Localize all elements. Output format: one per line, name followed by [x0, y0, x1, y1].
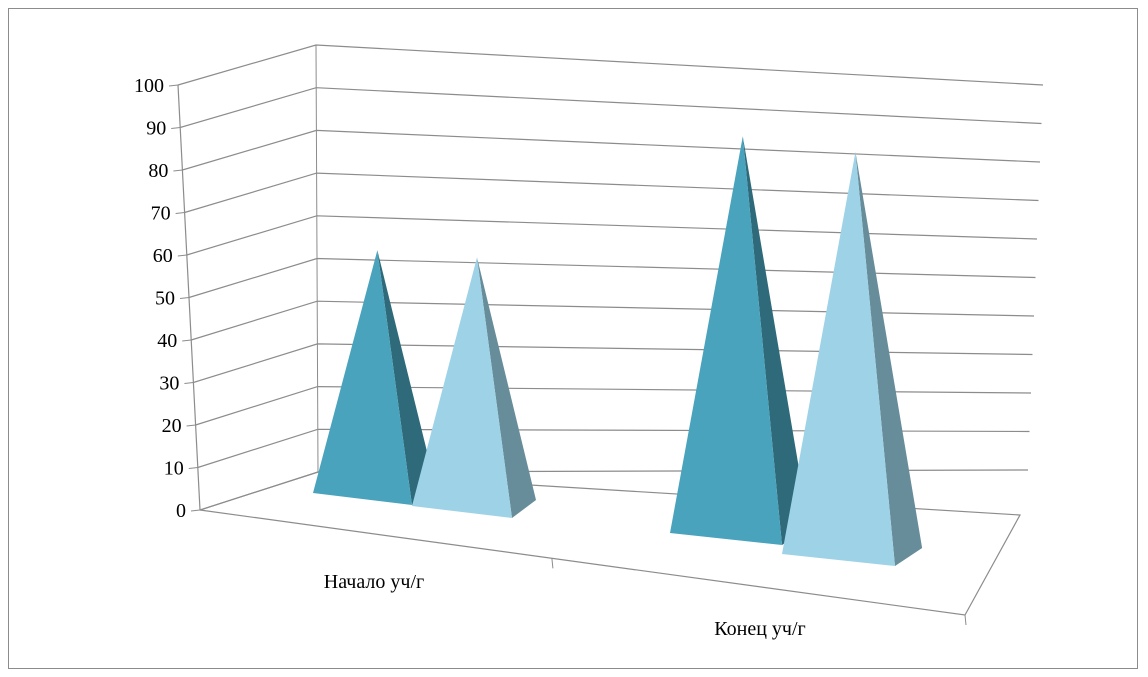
y-tick — [173, 169, 183, 172]
y-tick — [188, 467, 198, 469]
axes — [168, 84, 967, 626]
gridline — [195, 385, 1032, 426]
y-tick-label: 0 — [176, 500, 186, 522]
y-tick-label: 80 — [148, 160, 168, 182]
pyramid-front-face — [782, 152, 895, 567]
gridline — [186, 215, 1038, 256]
x-tick — [551, 558, 554, 569]
pyramid-1-0 — [670, 136, 809, 545]
gridline — [177, 44, 1044, 86]
pyramid-front-face — [670, 136, 782, 545]
y-tick-label: 100 — [134, 75, 164, 97]
pyramid-0-0 — [313, 250, 436, 505]
gridline — [193, 343, 1033, 384]
gridline — [184, 172, 1039, 214]
pyramid-marks — [313, 136, 923, 567]
y-tick — [168, 84, 179, 87]
x-category-label: Начало уч/г — [324, 571, 424, 593]
x-tick — [964, 614, 967, 626]
y-tick — [186, 424, 196, 427]
pyramid-0-1 — [412, 257, 536, 518]
pyramid-front-face — [412, 257, 512, 518]
gridline — [180, 87, 1042, 129]
y-tick-label: 10 — [164, 458, 184, 480]
y-tick — [190, 509, 201, 512]
axis-labels: 0 10 20 30 40 50 60 70 80 90 100 Начало уч/г Конец у… — [134, 75, 806, 640]
pyramid-side-face — [855, 152, 923, 567]
x-category-label: Конец уч/г — [714, 618, 805, 640]
pyramid-side-face — [742, 136, 809, 545]
gridline — [182, 129, 1041, 171]
y-tick — [175, 212, 185, 214]
y-tick — [182, 339, 192, 342]
pyramid-side-face — [477, 257, 536, 518]
y-tick-label: 50 — [155, 288, 175, 310]
gridlines — [177, 44, 1044, 511]
gridline — [188, 257, 1036, 299]
y-axis-line — [177, 84, 201, 511]
pyramid-1-1 — [782, 152, 923, 567]
y-tick — [184, 382, 194, 384]
pyramid-side-face — [377, 250, 436, 505]
y-tick — [179, 297, 190, 299]
y-tick-label: 30 — [159, 373, 179, 395]
y-tick-label: 60 — [153, 245, 173, 267]
pyramid-front-face — [313, 250, 412, 505]
y-tick-label: 90 — [146, 118, 166, 140]
y-tick — [177, 254, 187, 257]
y-tick-label: 40 — [157, 330, 177, 352]
y-tick-label: 20 — [162, 415, 182, 437]
y-tick-label: 70 — [151, 203, 171, 225]
y-tick — [171, 127, 181, 129]
gridline — [191, 300, 1035, 341]
